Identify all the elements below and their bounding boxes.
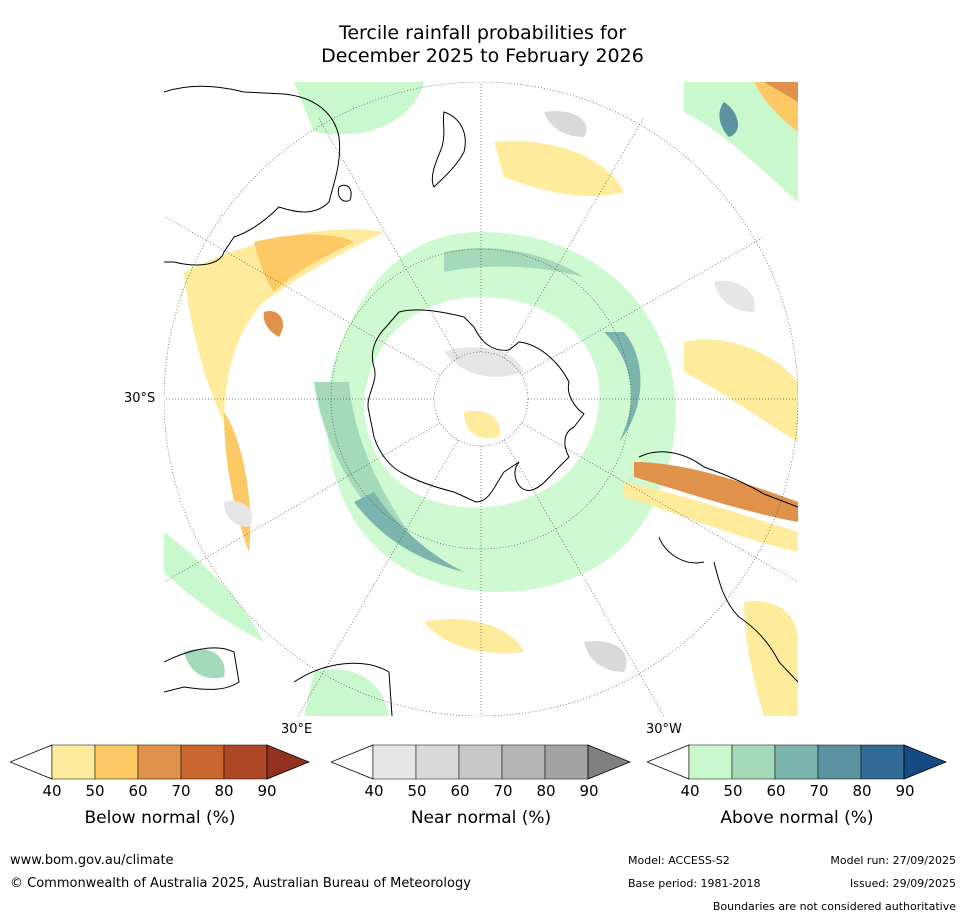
above-tick-70: 70 xyxy=(809,782,829,800)
base-period: Base period: 1981-2018 xyxy=(628,877,761,890)
above-tick-80: 80 xyxy=(852,782,872,800)
map-title: Tercile rainfall probabilities for Decem… xyxy=(0,22,965,68)
above-segment-80 xyxy=(860,744,905,780)
above-segment-40 xyxy=(688,744,733,780)
above-tick-40: 40 xyxy=(680,782,700,800)
map-title-line1: Tercile rainfall probabilities for xyxy=(338,22,627,44)
model-run-date: Model run: 27/09/2025 xyxy=(830,854,956,867)
below-segment-60 xyxy=(137,744,182,780)
above-normal-label: Above normal (%) xyxy=(720,808,874,828)
below-tick-40: 40 xyxy=(42,782,62,800)
below-tick-90: 90 xyxy=(257,782,277,800)
near-normal-label: Near normal (%) xyxy=(410,808,552,828)
below-tick-80: 80 xyxy=(214,782,234,800)
south-polar-map xyxy=(164,82,798,716)
near-tick-40: 40 xyxy=(364,782,384,800)
tasmania-coast xyxy=(337,184,352,202)
above-normal-shading xyxy=(164,82,798,716)
colorbar-below-normal xyxy=(10,744,310,782)
near-tick-90: 90 xyxy=(579,782,599,800)
near-segment-40 xyxy=(372,744,417,780)
above-segment-70 xyxy=(817,744,862,780)
near-segment-50 xyxy=(415,744,460,780)
below-tick-70: 70 xyxy=(171,782,191,800)
below-segment-50 xyxy=(94,744,139,780)
boundary-disclaimer: Boundaries are not considered authoritat… xyxy=(712,900,956,913)
above-tick-50: 50 xyxy=(723,782,743,800)
near-segment-80 xyxy=(544,744,589,780)
colorbar-near-normal xyxy=(331,744,631,782)
below-extend-high xyxy=(266,744,310,780)
above-extend-high xyxy=(903,744,947,780)
near-extend-high xyxy=(587,744,631,780)
latitude-label-30s: 30°S xyxy=(124,391,156,406)
above-tick-60: 60 xyxy=(766,782,786,800)
above-tick-90: 90 xyxy=(895,782,915,800)
map-title-line2: December 2025 to February 2026 xyxy=(321,45,644,67)
south-america-coast xyxy=(638,451,798,683)
above-extend-low xyxy=(647,744,690,780)
below-normal-shading xyxy=(184,82,798,716)
near-tick-80: 80 xyxy=(536,782,556,800)
above-segment-50 xyxy=(731,744,776,780)
australia-coast xyxy=(164,85,341,266)
below-segment-80 xyxy=(223,744,268,780)
near-normal-shading xyxy=(224,111,755,672)
near-tick-50: 50 xyxy=(407,782,427,800)
copyright-text: © Commonwealth of Australia 2025, Austra… xyxy=(10,876,471,891)
longitude-label-30w: 30°W xyxy=(646,722,682,737)
longitude-label-30e: 30°E xyxy=(281,722,313,737)
near-tick-70: 70 xyxy=(493,782,513,800)
below-extend-low xyxy=(10,744,53,780)
africa-coast xyxy=(164,647,393,716)
below-tick-50: 50 xyxy=(85,782,105,800)
near-segment-60 xyxy=(458,744,503,780)
above-segment-60 xyxy=(774,744,819,780)
coastlines xyxy=(164,85,798,716)
below-normal-label: Below normal (%) xyxy=(84,808,236,828)
near-extend-low xyxy=(331,744,374,780)
website-link[interactable]: www.bom.gov.au/climate xyxy=(10,853,174,868)
model-name: Model: ACCESS-S2 xyxy=(628,854,730,867)
below-segment-70 xyxy=(180,744,225,780)
near-tick-60: 60 xyxy=(450,782,470,800)
below-tick-60: 60 xyxy=(128,782,148,800)
issued-date: Issued: 29/09/2025 xyxy=(849,877,956,890)
below-segment-40 xyxy=(51,744,96,780)
antarctica-coast xyxy=(367,309,585,503)
new-zealand-coast xyxy=(431,111,466,188)
near-segment-70 xyxy=(501,744,546,780)
meridian-lines xyxy=(164,82,798,716)
colorbar-above-normal xyxy=(647,744,947,782)
